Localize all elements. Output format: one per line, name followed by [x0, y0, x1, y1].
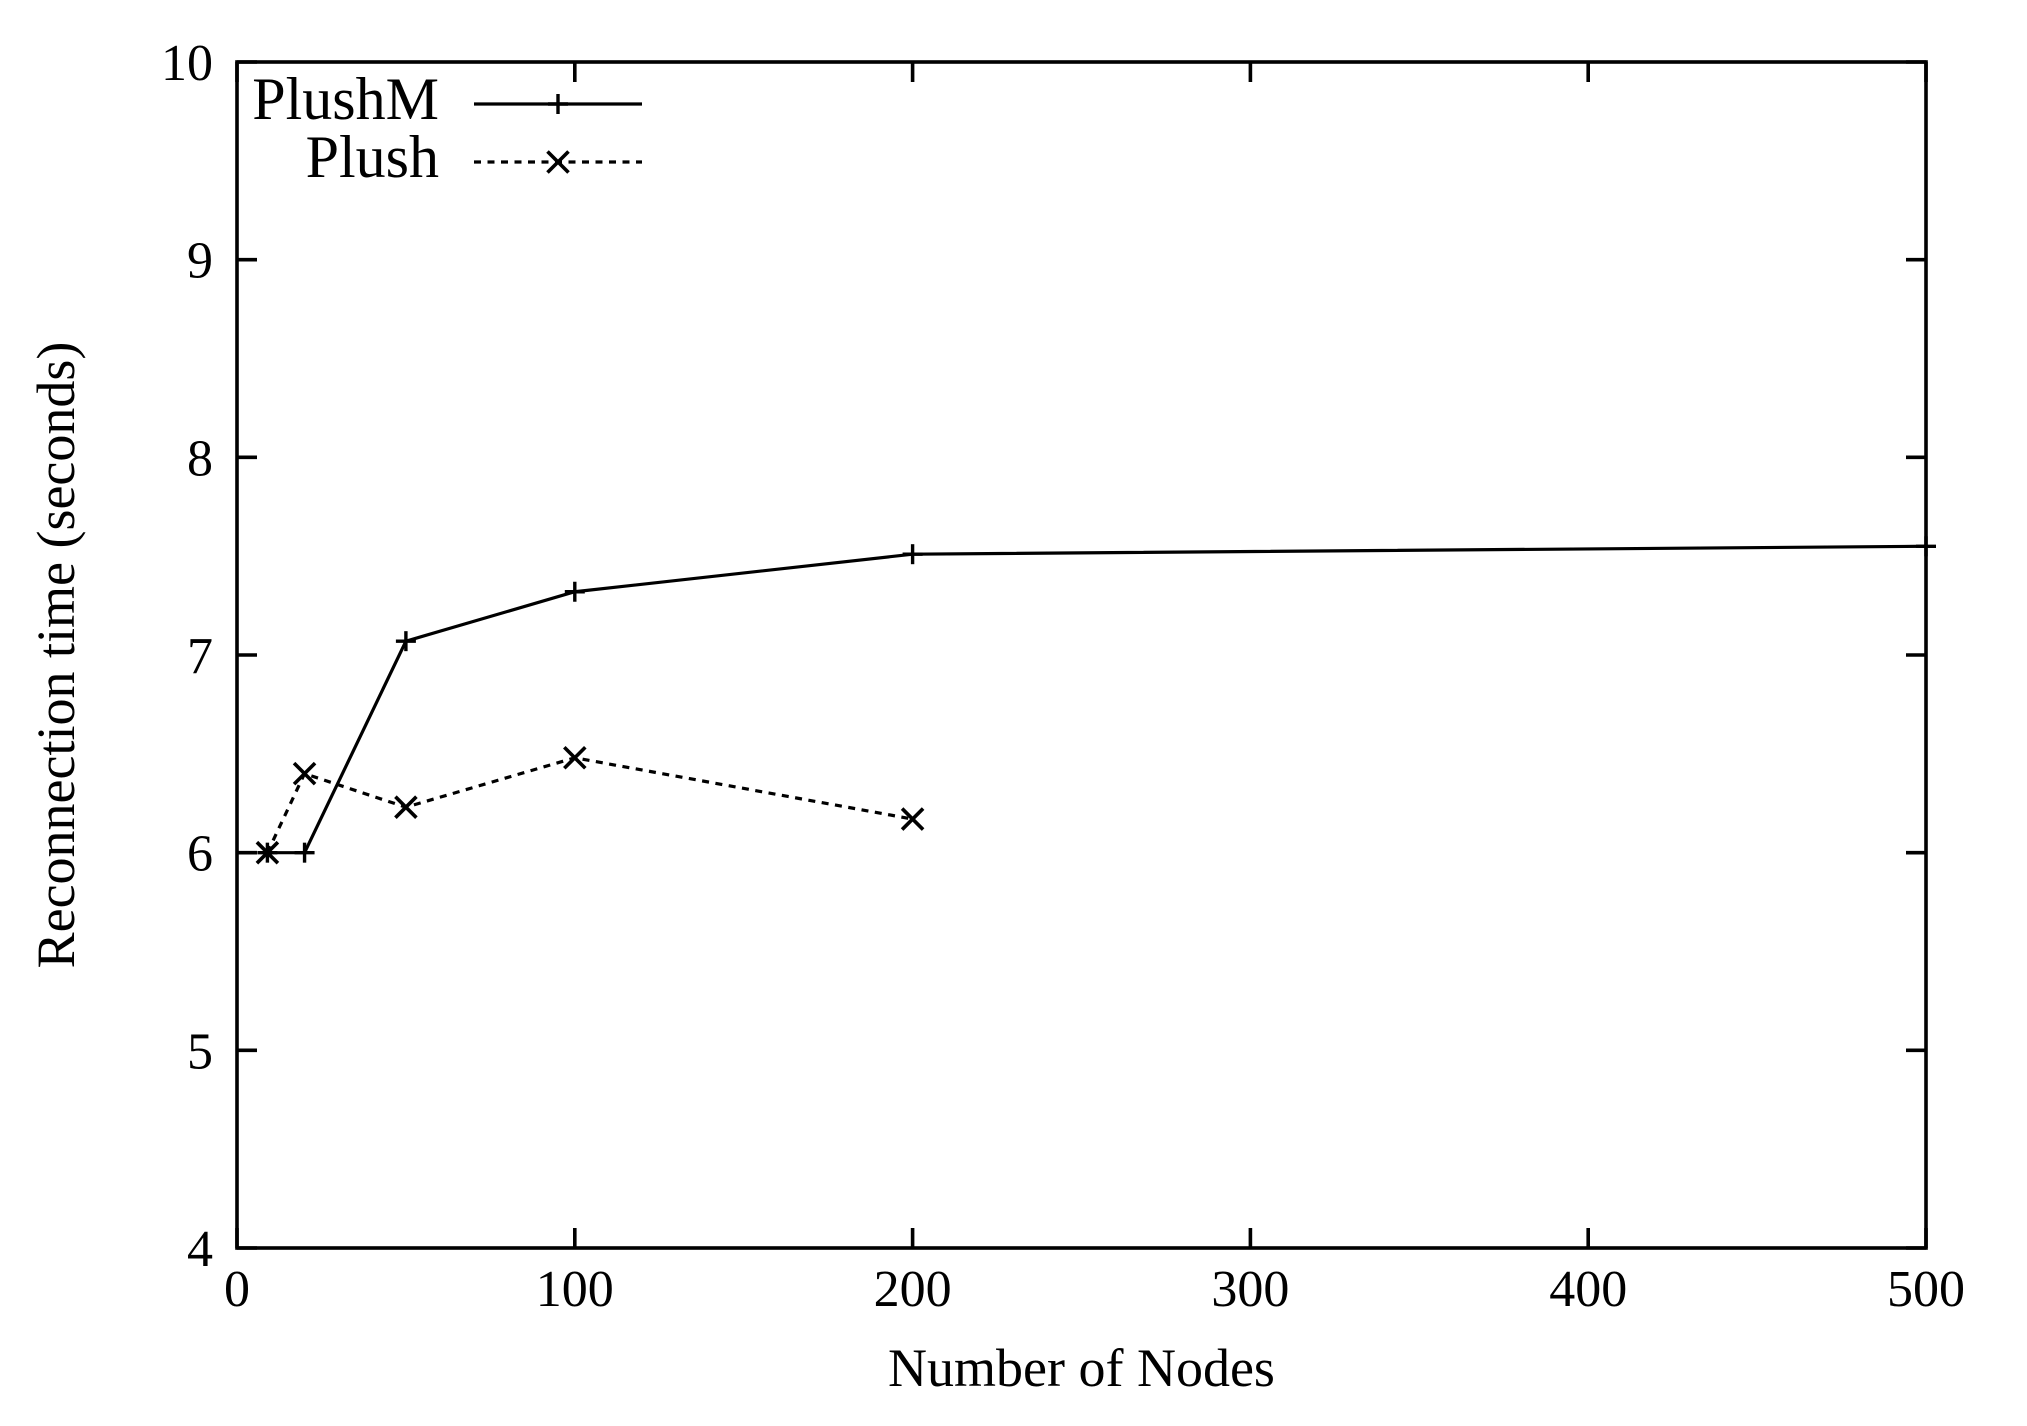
- svg-text:400: 400: [1549, 1261, 1627, 1318]
- svg-text:0: 0: [224, 1261, 250, 1318]
- svg-text:8: 8: [187, 430, 213, 487]
- svg-text:Reconnection time (seconds): Reconnection time (seconds): [26, 342, 86, 969]
- svg-text:10: 10: [161, 35, 213, 92]
- svg-text:100: 100: [536, 1261, 614, 1318]
- svg-text:5: 5: [187, 1023, 213, 1080]
- svg-text:7: 7: [187, 628, 213, 685]
- svg-text:Number of Nodes: Number of Nodes: [888, 1338, 1275, 1398]
- svg-text:4: 4: [187, 1221, 213, 1278]
- svg-text:200: 200: [874, 1261, 952, 1318]
- svg-text:PlushM: PlushM: [252, 66, 439, 132]
- svg-text:500: 500: [1887, 1261, 1965, 1318]
- svg-text:6: 6: [187, 826, 213, 883]
- svg-text:Plush: Plush: [306, 124, 439, 190]
- svg-text:9: 9: [187, 233, 213, 290]
- svg-text:300: 300: [1211, 1261, 1289, 1318]
